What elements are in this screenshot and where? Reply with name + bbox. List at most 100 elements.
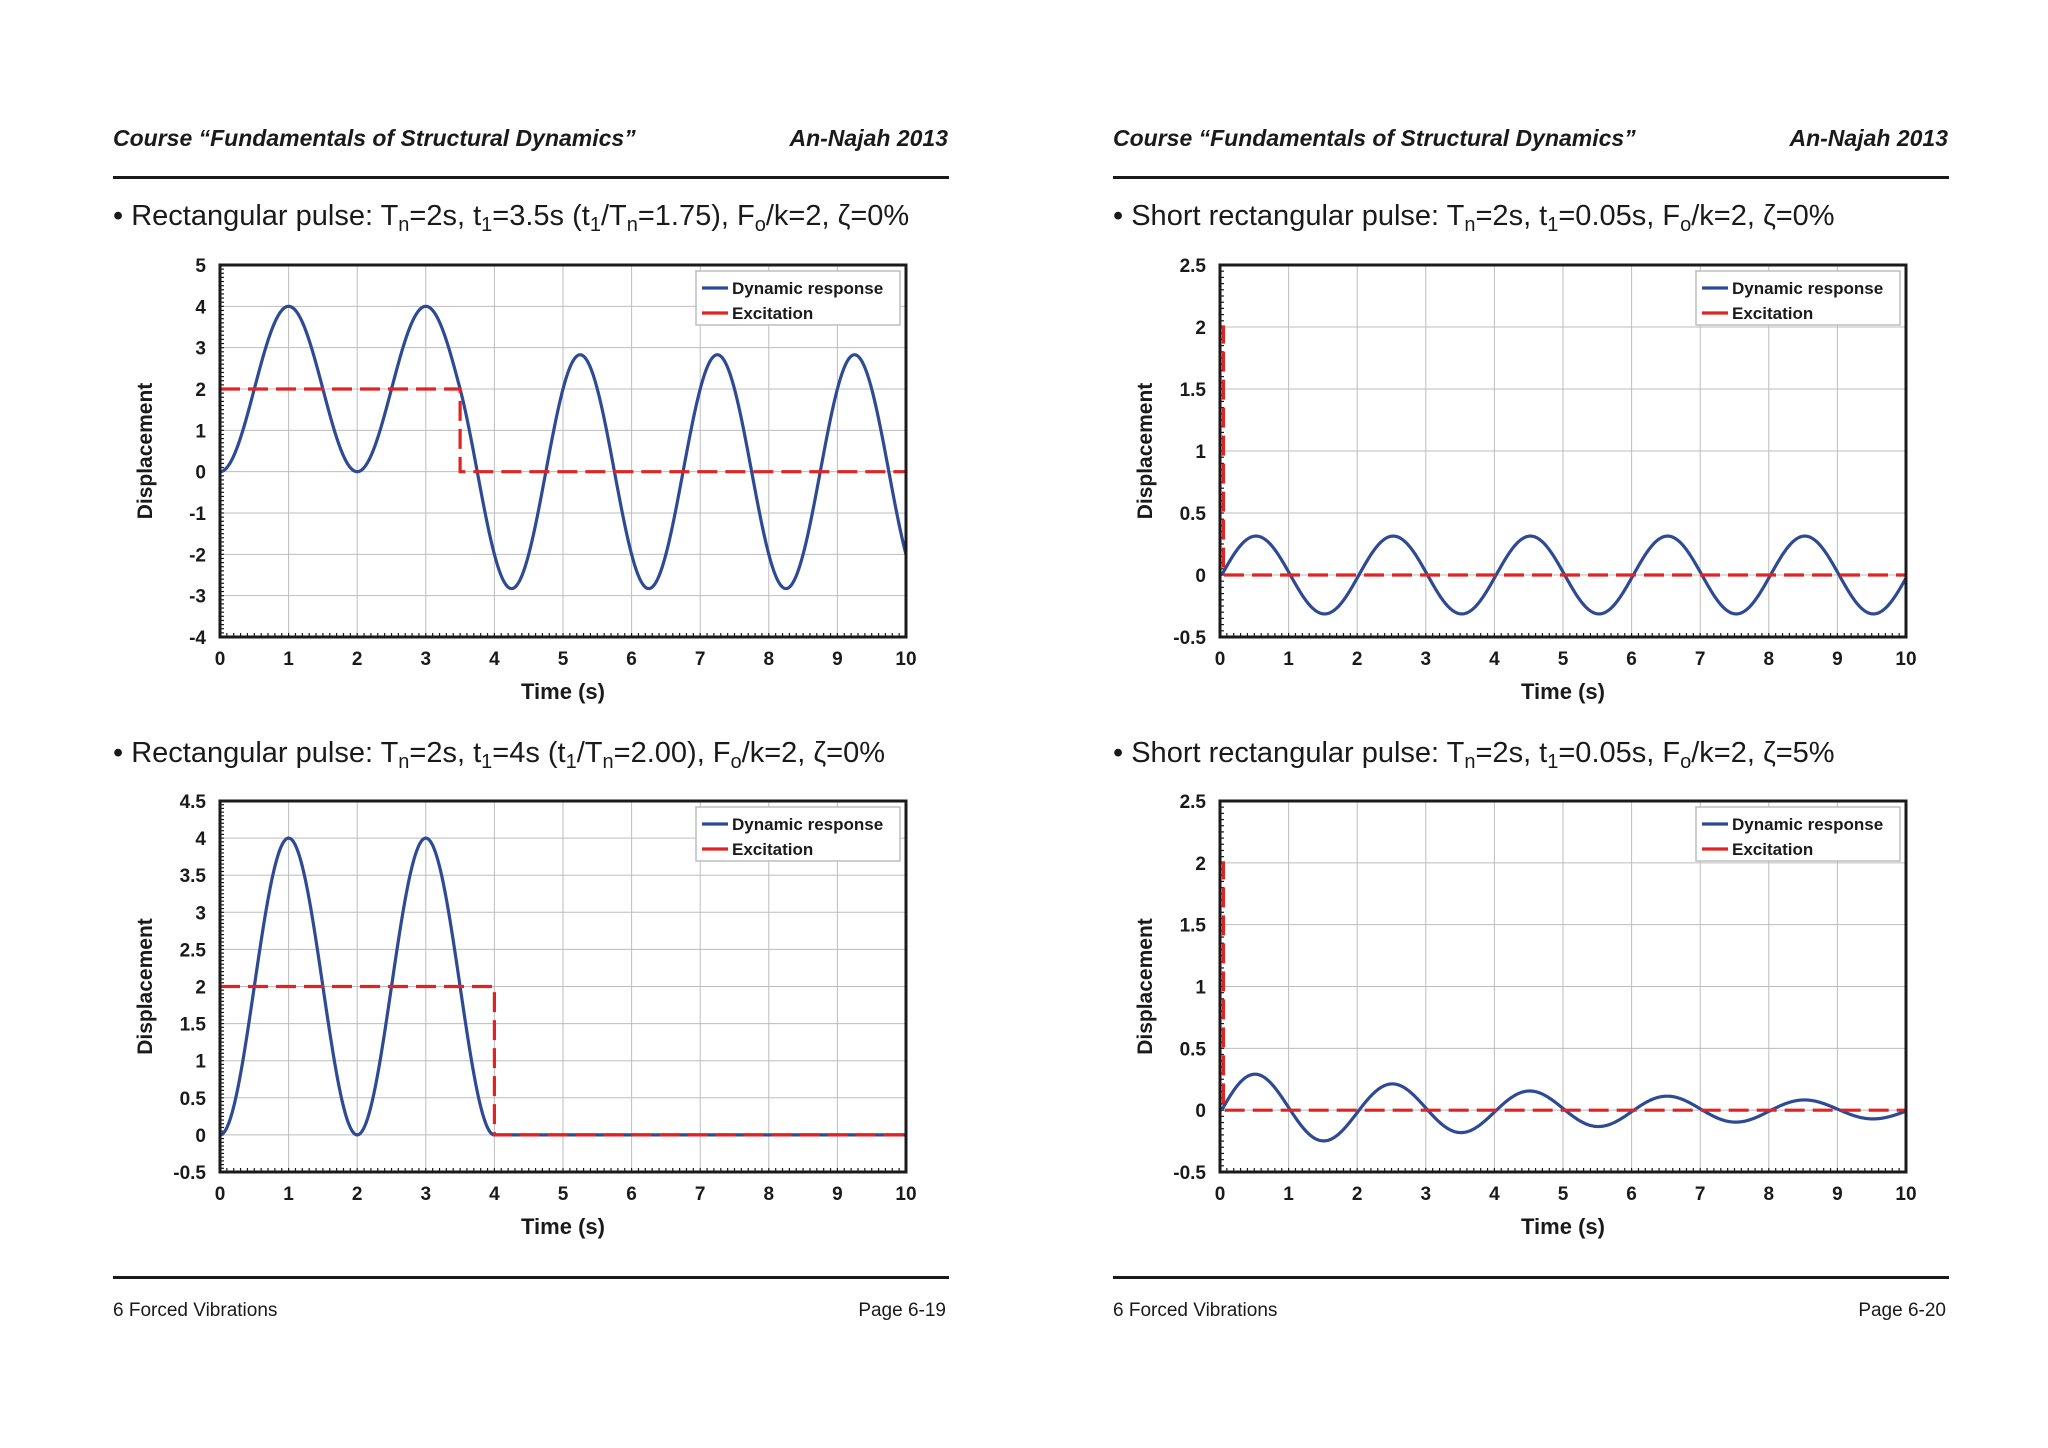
x-tick-label: 3 (421, 649, 432, 670)
y-tick-label: 3 (195, 903, 206, 924)
x-tick-label: 0 (1215, 649, 1226, 670)
x-tick-label: 7 (1695, 1184, 1706, 1205)
y-tick-label: 0 (195, 463, 206, 484)
chart-legend: Dynamic response Excitation (695, 806, 901, 862)
x-tick-label: 4 (1489, 1184, 1500, 1205)
heading-subscript: o (1680, 214, 1692, 236)
x-tick-label: 9 (1832, 649, 1843, 670)
header-rule (113, 176, 949, 179)
section-heading: • Short rectangular pulse: Tn=2s, t1=0.0… (1113, 200, 1835, 236)
x-tick-label: 6 (1626, 1184, 1637, 1205)
legend-box (695, 806, 901, 862)
y-tick-label: -0.5 (173, 1163, 206, 1184)
heading-subscript: 1 (565, 751, 577, 773)
y-tick-label: 3.5 (180, 866, 207, 887)
x-tick-label: 7 (695, 1184, 706, 1205)
y-tick-label: 2 (1195, 318, 1206, 339)
plot-frame (218, 799, 908, 1174)
legend-label: Dynamic response (1732, 815, 1883, 834)
heading-text: =0.05s, F (1558, 737, 1681, 769)
y-tick-label: 2 (1195, 854, 1206, 875)
series-dynamic-response (220, 304, 906, 591)
plot-frame (1218, 799, 1908, 1174)
x-tick-label: 4 (1489, 649, 1500, 670)
x-tick-label: 0 (215, 649, 226, 670)
y-tick-label: 0 (1195, 566, 1206, 587)
y-tick-label: 4 (195, 829, 206, 850)
legend-label: Dynamic response (1732, 279, 1883, 298)
heading-subscript: n (1464, 214, 1476, 236)
y-tick-label: 0.5 (180, 1089, 207, 1110)
y-tick-label: 1.5 (180, 1015, 207, 1036)
plot-frame (1218, 263, 1908, 639)
x-tick-label: 10 (1895, 649, 1916, 670)
x-axis-label: Time (s) (521, 1214, 605, 1239)
heading-text: =2s, t (1475, 737, 1548, 769)
heading-text: Rectangular pulse: T (131, 200, 399, 232)
footer-page-number: Page 6-19 (858, 1300, 946, 1321)
x-axis-label: Time (s) (1521, 1214, 1605, 1239)
heading-subscript: n (1464, 751, 1476, 773)
series-dynamic-response (1220, 534, 1906, 616)
section-heading: • Rectangular pulse: Tn=2s, t1=3.5s (t1/… (113, 200, 910, 236)
bullet-dot: • (113, 737, 132, 769)
heading-subscript: 1 (1547, 214, 1559, 236)
x-tick-label: 2 (352, 1184, 363, 1205)
series-dynamic-response (1220, 1072, 1906, 1143)
legend-label: Dynamic response (732, 815, 883, 834)
heading-subscript: 1 (481, 751, 493, 773)
page-right: Course “Fundamentals of Structural Dynam… (1000, 0, 2024, 1448)
heading-subscript: n (602, 751, 614, 773)
heading-text: /k=2, ζ=0% (1691, 200, 1835, 232)
heading-text: /k=2, ζ=0% (765, 200, 910, 232)
y-tick-label: 2 (195, 978, 206, 999)
x-tick-label: 9 (832, 649, 843, 670)
x-tick-label: 7 (695, 649, 706, 670)
y-axis-label: Displacement (1134, 383, 1157, 520)
header-organization: An-Najah 2013 (789, 125, 948, 151)
y-tick-label: 2 (195, 380, 206, 401)
x-tick-label: 1 (1283, 649, 1294, 670)
heading-text: =1.75), F (637, 200, 755, 232)
y-tick-label: 1.5 (1180, 380, 1207, 401)
x-tick-label: 10 (895, 1184, 916, 1205)
x-tick-label: 2 (1352, 1184, 1363, 1205)
heading-text: Rectangular pulse: T (131, 737, 399, 769)
x-tick-label: 5 (558, 649, 569, 670)
footer-chapter: 6 Forced Vibrations (113, 1300, 278, 1321)
x-tick-label: 1 (283, 649, 294, 670)
x-tick-label: 8 (764, 649, 775, 670)
heading-subscript: o (754, 214, 766, 236)
x-tick-label: 1 (283, 1184, 294, 1205)
heading-text: /k=2, ζ=0% (741, 737, 886, 769)
chart-short-pulse-undamped: 0 1 2 3 4 5 6 7 8 9 10 -0.5 0 0.5 1 1.5 2 2.5 Time (s) Disp… (1134, 256, 1917, 704)
x-tick-label: 9 (1832, 1184, 1843, 1205)
x-tick-label: 1 (1283, 1184, 1294, 1205)
legend-label: Excitation (732, 304, 813, 323)
chart-legend: Dynamic response Excitation (695, 270, 901, 326)
series-excitation (220, 387, 906, 474)
heading-text: /T (576, 737, 603, 769)
heading-text: =4s (t (492, 737, 566, 769)
y-tick-label: 5 (195, 256, 206, 277)
y-tick-label: -0.5 (1173, 628, 1206, 649)
footer-chapter: 6 Forced Vibrations (1113, 1300, 1278, 1321)
y-tick-label: -4 (189, 628, 206, 649)
y-tick-label: -0.5 (1173, 1163, 1206, 1184)
y-tick-label: 2.5 (180, 940, 207, 961)
x-tick-label: 4 (489, 1184, 500, 1205)
x-tick-label: 10 (895, 649, 916, 670)
heading-text: /k=2, ζ=5% (1691, 737, 1835, 769)
x-tick-label: 7 (1695, 649, 1706, 670)
y-tick-label: 0.5 (1180, 1039, 1207, 1060)
heading-subscript: o (730, 751, 742, 773)
x-tick-label: 3 (1421, 1184, 1432, 1205)
heading-subscript: n (398, 214, 410, 236)
bullet-dot: • (1113, 200, 1132, 232)
y-tick-label: 0 (195, 1126, 206, 1147)
x-tick-label: 8 (1764, 1184, 1775, 1205)
heading-text: =2s, t (1475, 200, 1548, 232)
x-tick-label: 6 (626, 1184, 637, 1205)
y-tick-label: 1 (1195, 442, 1206, 463)
x-tick-label: 0 (215, 1184, 226, 1205)
